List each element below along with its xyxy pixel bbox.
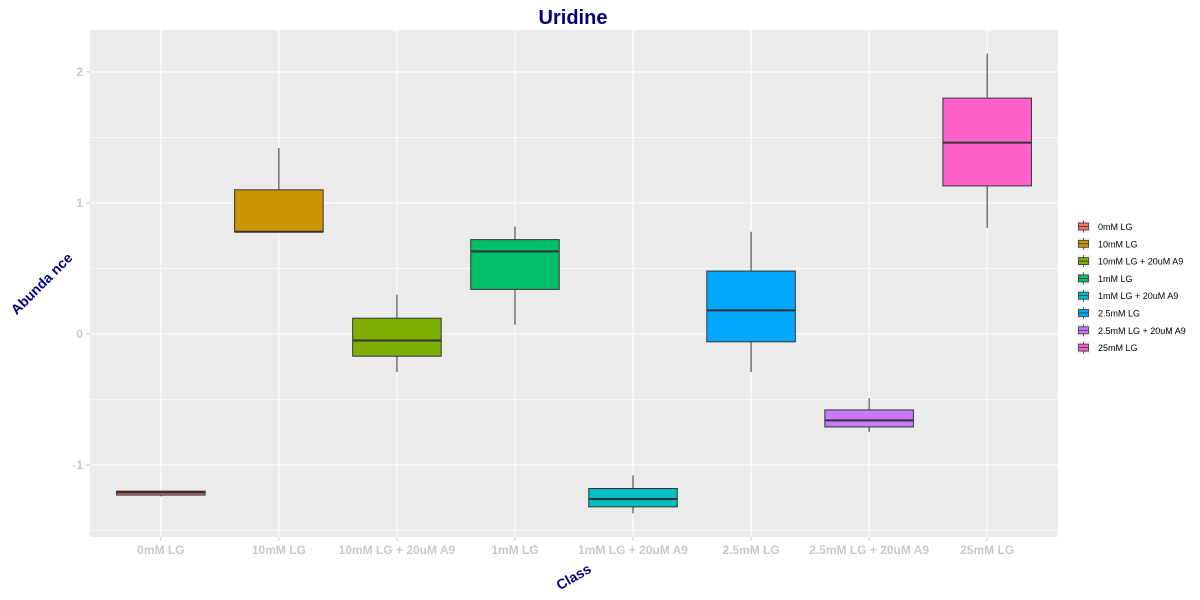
box-3 xyxy=(470,226,560,325)
box-5 xyxy=(706,231,796,372)
box-body xyxy=(470,239,560,290)
x-tick-label: 10mM LG xyxy=(252,543,306,557)
box-body xyxy=(588,488,678,508)
x-tick-label: 0mM LG xyxy=(137,543,184,557)
legend-label: 10mM LG + 20uM A9 xyxy=(1098,257,1183,267)
y-tick-label: 1 xyxy=(76,196,83,210)
x-tick-label: 1mM LG xyxy=(491,543,538,557)
x-axis: 0mM LG 10mM LG 10mM LG + 20uM A9 1mM LG 1mM … xyxy=(137,537,1014,557)
legend-item: 2.5mM LG xyxy=(1077,306,1140,320)
x-tick-label: 2.5mM LG xyxy=(722,543,779,557)
x-axis-title: Class xyxy=(553,560,594,593)
y-tick-label: 0 xyxy=(76,327,83,341)
boxplots xyxy=(116,53,1032,514)
legend-item: 1mM LG xyxy=(1077,271,1133,285)
legend-label: 10mM LG xyxy=(1098,239,1138,249)
y-tick-label: 2 xyxy=(76,65,83,79)
box-0 xyxy=(116,490,206,497)
x-tick-label: 10mM LG + 20uM A9 xyxy=(339,543,456,557)
box-7 xyxy=(942,53,1032,228)
legend-label: 2.5mM LG xyxy=(1098,309,1140,319)
y-axis: -1 0 1 2 xyxy=(72,65,90,472)
legend-label: 1mM LG + 20uM A9 xyxy=(1098,291,1178,301)
legend-item: 10mM LG xyxy=(1077,237,1138,251)
box-body xyxy=(352,317,442,357)
legend-label: 1mM LG xyxy=(1098,274,1133,284)
legend-label: 0mM LG xyxy=(1098,222,1133,232)
legend: 0mM LG 10mM LG 10mM LG + 20uM A9 1mM LG 1mM … xyxy=(1077,220,1186,355)
legend-item: 10mM LG + 20uM A9 xyxy=(1077,254,1183,268)
y-axis-title: Abunda nce xyxy=(7,249,75,317)
box-body xyxy=(234,189,324,233)
legend-item: 2.5mM LG + 20uM A9 xyxy=(1077,323,1186,337)
box-4 xyxy=(588,475,678,514)
y-tick-label: -1 xyxy=(72,458,83,472)
legend-item: 1mM LG + 20uM A9 xyxy=(1077,289,1178,303)
x-tick-label: 25mM LG xyxy=(960,543,1014,557)
x-tick-label: 2.5mM LG + 20uM A9 xyxy=(809,543,929,557)
x-tick-label: 1mM LG + 20uM A9 xyxy=(578,543,688,557)
chart-title: Uridine xyxy=(539,7,608,29)
legend-item: 25mM LG xyxy=(1077,341,1138,355)
box-1 xyxy=(234,147,324,233)
legend-label: 2.5mM LG + 20uM A9 xyxy=(1098,326,1186,336)
box-body xyxy=(824,409,914,428)
box-6 xyxy=(824,398,914,433)
legend-item: 0mM LG xyxy=(1077,220,1133,233)
box-2 xyxy=(352,294,442,372)
box-body xyxy=(706,270,796,343)
legend-label: 25mM LG xyxy=(1098,343,1138,353)
plot-panel xyxy=(90,30,1058,537)
